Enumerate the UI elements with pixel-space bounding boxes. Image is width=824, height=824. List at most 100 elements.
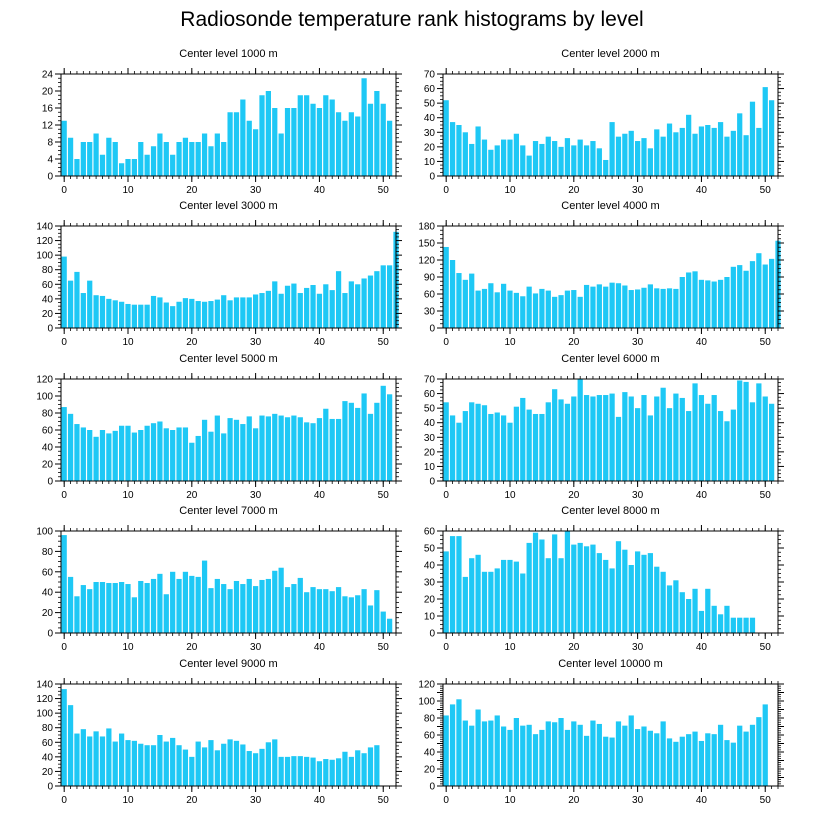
bar <box>201 133 208 176</box>
panel-title: Center level 9000 m <box>179 658 277 670</box>
panel-5: Center level 5000 m 0 10 20 30 40 50 0 20 40 60 80 1… <box>36 353 402 501</box>
bar <box>730 266 736 328</box>
x-tick-label: 30 <box>632 337 644 348</box>
bar <box>355 284 361 328</box>
bar <box>539 539 545 633</box>
bar <box>304 756 310 786</box>
bar <box>297 95 303 176</box>
bar <box>87 430 93 481</box>
bar <box>374 590 380 633</box>
bar <box>310 285 316 328</box>
bar <box>590 396 596 481</box>
bar <box>698 279 705 328</box>
x-tick-label: 10 <box>504 642 516 653</box>
bar <box>74 159 80 176</box>
bar <box>316 293 323 328</box>
bar <box>481 405 488 481</box>
bar <box>342 401 348 481</box>
bar <box>449 260 456 328</box>
bar <box>67 280 74 328</box>
bar <box>692 588 698 633</box>
x-tick-label: 0 <box>61 795 67 806</box>
bar <box>278 293 284 328</box>
bar <box>577 724 583 786</box>
bar <box>278 567 284 633</box>
bar <box>730 130 736 176</box>
y-tick-label: 10 <box>424 612 436 623</box>
x-tick-label: 0 <box>61 185 67 196</box>
bar <box>387 265 393 328</box>
bar <box>335 587 342 633</box>
bar <box>138 304 144 328</box>
bar <box>221 142 227 176</box>
bar <box>443 551 449 633</box>
x-tick-label: 40 <box>696 337 708 348</box>
bar <box>361 393 367 481</box>
bar <box>125 740 131 786</box>
y-tick-label: 100 <box>418 697 435 708</box>
bar <box>182 298 189 328</box>
bar <box>304 287 310 328</box>
bar <box>513 133 519 176</box>
bar <box>323 95 329 176</box>
bar <box>387 618 393 633</box>
bar <box>507 559 513 633</box>
bar <box>87 736 93 786</box>
bar <box>208 740 214 786</box>
bar <box>272 570 278 633</box>
bar <box>749 261 756 328</box>
bar <box>246 416 252 481</box>
bar <box>291 415 297 481</box>
bar <box>87 589 93 633</box>
x-tick-label: 10 <box>504 795 516 806</box>
bar <box>157 297 163 328</box>
bar <box>711 734 717 786</box>
bar <box>99 582 106 633</box>
bar <box>335 418 342 481</box>
bar <box>769 100 775 176</box>
bar <box>259 748 265 786</box>
bar <box>189 298 195 328</box>
bar <box>80 427 86 481</box>
bar <box>144 425 150 481</box>
x-tick-label: 0 <box>443 185 449 196</box>
bar <box>278 133 284 176</box>
x-tick-label: 10 <box>504 490 516 501</box>
bar <box>170 306 176 328</box>
bar <box>99 295 106 328</box>
y-tick-label: 40 <box>424 561 436 572</box>
bar <box>526 286 532 328</box>
bar <box>265 578 271 633</box>
y-tick-label: 60 <box>424 389 436 400</box>
bar <box>361 278 367 328</box>
bar <box>240 99 246 176</box>
bar <box>138 430 144 481</box>
bar <box>462 279 468 328</box>
bar <box>253 428 259 481</box>
bar <box>221 295 227 328</box>
bar <box>380 611 386 633</box>
x-tick-label: 20 <box>186 337 198 348</box>
x-tick-label: 40 <box>696 795 708 806</box>
bar <box>227 112 233 176</box>
bar <box>119 733 125 786</box>
y-tick-label: 20 <box>424 595 436 606</box>
bar <box>571 145 577 176</box>
bar <box>673 741 679 786</box>
bar <box>182 427 189 481</box>
bar <box>189 442 195 481</box>
bar <box>304 422 310 481</box>
bar <box>259 95 265 176</box>
bar <box>673 580 679 633</box>
bar <box>246 297 252 328</box>
y-tick-label: 60 <box>42 280 54 291</box>
bar <box>291 108 297 176</box>
y-tick-label: 0 <box>47 782 53 793</box>
bar <box>259 579 265 633</box>
bar <box>666 738 673 786</box>
bar <box>348 402 354 481</box>
bar <box>443 402 449 481</box>
y-tick-label: 8 <box>47 138 53 149</box>
bar <box>316 418 323 481</box>
bar <box>501 415 507 481</box>
